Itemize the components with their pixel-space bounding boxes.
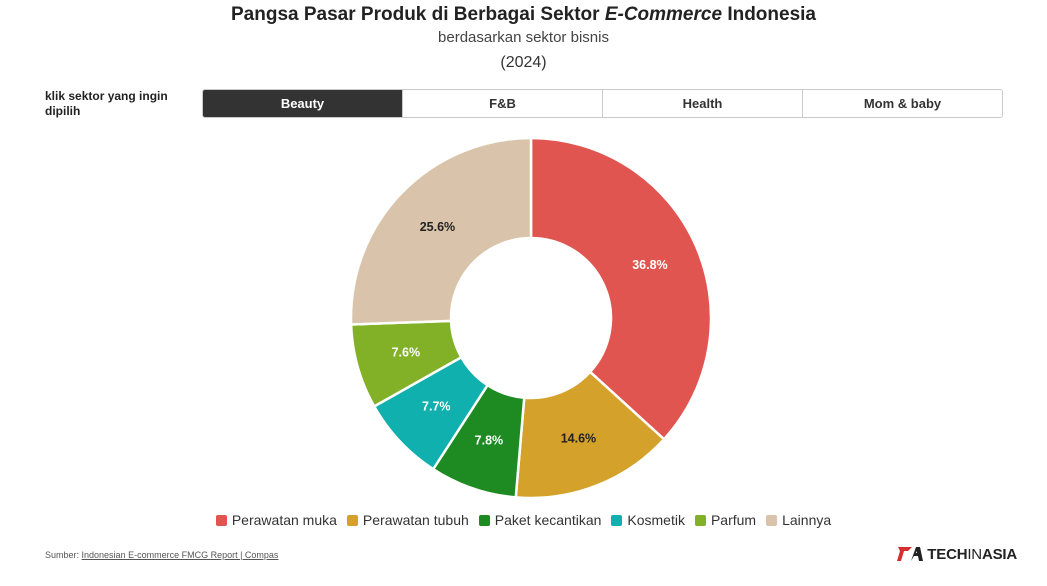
- title-suffix: Indonesia: [727, 4, 816, 25]
- legend-item[interactable]: Kosmetik: [611, 512, 685, 528]
- sector-tabs: Beauty F&B Health Mom & baby: [202, 89, 1003, 118]
- slice-value-label: 14.6%: [561, 431, 596, 445]
- selector-prompt: klik sektor yang ingin dipilih: [45, 89, 168, 118]
- source-link[interactable]: Indonesian E-commerce FMCG Report | Comp…: [81, 550, 279, 560]
- legend-swatch: [694, 514, 706, 526]
- slice-value-label: 25.6%: [420, 220, 455, 234]
- tab-fnb[interactable]: F&B: [402, 90, 602, 117]
- donut-slice-perawatan-tubuh[interactable]: [514, 370, 666, 500]
- slice-value-label: 7.6%: [392, 346, 421, 360]
- donut-slice-lainnya[interactable]: [349, 136, 533, 326]
- tab-mom-baby[interactable]: Mom & baby: [802, 90, 1002, 117]
- legend-label: Kosmetik: [627, 512, 685, 528]
- techinasia-logo-icon: [897, 547, 924, 561]
- slice-value-label: 7.7%: [422, 399, 451, 413]
- title-italic: E-Commerce: [604, 4, 723, 25]
- legend-label: Perawatan tubuh: [362, 512, 469, 528]
- title-prefix: Pangsa Pasar Produk di Berbagai Sektor: [231, 4, 600, 25]
- legend-swatch: [478, 514, 490, 526]
- donut-slice-perawatan-muka[interactable]: [529, 136, 713, 442]
- techinasia-wordmark: TECHINASIA: [927, 545, 1017, 563]
- legend-item[interactable]: Lainnya: [766, 512, 831, 528]
- legend-swatch: [346, 514, 358, 526]
- legend-item[interactable]: Perawatan muka: [215, 512, 337, 528]
- slice-value-label: 7.8%: [475, 433, 504, 447]
- slice-value-label: 36.8%: [632, 258, 667, 272]
- legend-swatch: [766, 514, 778, 526]
- chart-subtitle: berdasarkan sektor bisnis: [438, 29, 609, 46]
- legend-label: Paket kecantikan: [494, 512, 602, 528]
- legend-label: Perawatan muka: [231, 512, 337, 528]
- legend-swatch: [215, 514, 227, 526]
- tab-health[interactable]: Health: [602, 90, 802, 117]
- legend-label: Lainnya: [782, 512, 832, 528]
- legend-item[interactable]: Perawatan tubuh: [346, 512, 469, 528]
- source-note: Sumber: Indonesian E-commerce FMCG Repor…: [45, 550, 278, 560]
- legend-swatch: [611, 514, 623, 526]
- legend-item[interactable]: Parfum: [694, 512, 757, 528]
- source-label: Sumber:: [45, 550, 80, 560]
- chart-year: (2024): [500, 54, 547, 71]
- legend-item[interactable]: Paket kecantikan: [478, 512, 602, 528]
- tab-beauty[interactable]: Beauty: [203, 90, 402, 117]
- chart-title: Pangsa Pasar Produk di Berbagai Sektor E…: [0, 4, 1047, 26]
- chart-legend: Perawatan muka Perawatan tubuh Paket kec…: [0, 512, 1047, 528]
- techinasia-logo: TECHINASIA: [897, 545, 1017, 563]
- legend-label: Parfum: [710, 512, 757, 528]
